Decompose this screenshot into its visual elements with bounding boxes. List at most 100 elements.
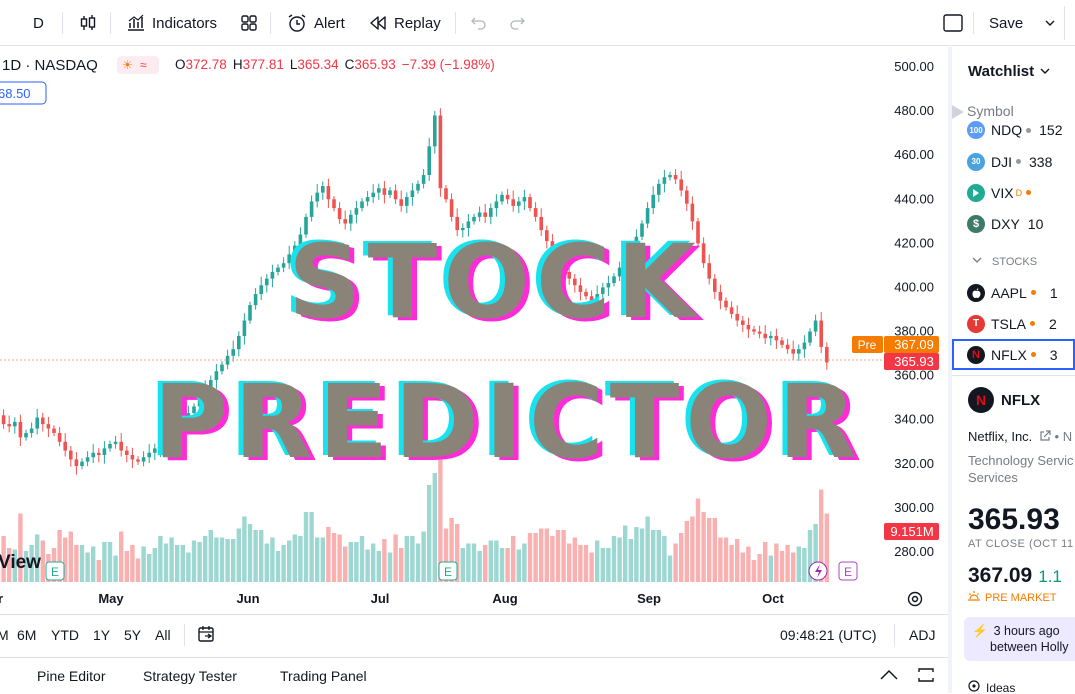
redo-button[interactable] (508, 0, 526, 46)
candle-body (91, 453, 95, 457)
alert-button[interactable]: Alert (286, 0, 345, 46)
volume-bar (584, 545, 588, 582)
indicators-button[interactable]: Indicators (126, 0, 217, 46)
earnings-marker[interactable]: E (439, 562, 457, 580)
detail-company[interactable]: Netflix, Inc. • N (968, 429, 1072, 445)
chart-type-button[interactable] (78, 0, 98, 46)
candle-body (663, 177, 667, 184)
collapse-panel-button[interactable] (879, 658, 899, 694)
range-button[interactable]: 5Y (124, 615, 141, 655)
detail-sector[interactable]: Technology Servic Services (968, 452, 1075, 486)
delayed-flag: D (1016, 188, 1023, 198)
toolbar-divider (270, 12, 271, 34)
adj-button[interactable]: ADJ (909, 615, 935, 655)
svg-text:E: E (844, 565, 852, 579)
volume-bar (477, 551, 481, 582)
volume-bar (550, 536, 554, 582)
volume-bar (802, 548, 806, 582)
layouts-button[interactable] (239, 0, 259, 46)
watchlist-row-tsla[interactable]: T TSLA 2 (952, 308, 1075, 339)
candle-body (416, 184, 420, 191)
chevron-down-icon (972, 255, 982, 268)
volume-bar (169, 538, 173, 583)
tab-strategy-tester[interactable]: Strategy Tester (143, 658, 237, 694)
news-card[interactable]: ⚡3 hours ago between Holly (964, 617, 1075, 661)
play-icon (967, 184, 985, 202)
timezone-clock[interactable]: 09:48:21 (UTC) (780, 615, 876, 655)
watchlist-row-aapl[interactable]: AAPL 1 (952, 277, 1075, 308)
watchlist-row-ndq[interactable]: 100 NDQ 152 (952, 115, 1075, 145)
price-axis[interactable]: 500.00480.00460.00440.00420.00400.00380.… (894, 59, 934, 559)
chevron-down-icon (1044, 17, 1056, 29)
replay-button[interactable]: Replay (368, 0, 441, 46)
maximize-panel-button[interactable] (916, 658, 936, 694)
candle-body (534, 208, 538, 217)
symbol-name: DJI (991, 154, 1012, 170)
tab-pine-editor[interactable]: Pine Editor (37, 658, 105, 694)
volume-bar (595, 541, 599, 583)
range-button[interactable]: 6M (17, 615, 36, 655)
volume-bar (433, 473, 437, 582)
volume-bar (125, 551, 129, 582)
earnings-marker[interactable]: E (839, 562, 857, 580)
candle-body (114, 442, 118, 444)
detail-symbol[interactable]: NFLX (1001, 392, 1040, 409)
square-icon (942, 12, 964, 34)
save-menu-button[interactable] (1044, 0, 1056, 46)
candle-body (651, 195, 655, 208)
symbol-title[interactable]: 1D · NASDAQ (2, 57, 98, 74)
ideas-link[interactable]: Ideas (968, 680, 1015, 693)
volume-bar (237, 529, 241, 583)
candle-body (528, 197, 532, 208)
fullscreen-button[interactable] (942, 0, 964, 46)
indicators-icon (126, 13, 146, 33)
candle-body (310, 201, 314, 216)
candle-body (747, 325, 751, 329)
price-chart[interactable]: 500.00480.00460.00440.00420.00400.00380.… (0, 47, 948, 613)
section-header-stocks[interactable]: STOCKS (972, 255, 1037, 268)
apple-icon (967, 284, 985, 302)
range-button[interactable]: M (0, 615, 9, 655)
goto-date-button[interactable] (196, 615, 216, 655)
pre-market-tag: Pre 367.09 (852, 336, 939, 353)
volume-bar (276, 551, 280, 582)
watchlist-row-dxy[interactable]: $ DXY 10 (952, 208, 1075, 239)
undo-button[interactable] (470, 0, 488, 46)
volume-bar (80, 545, 84, 582)
volume-bar (265, 544, 269, 583)
candle-body (691, 204, 695, 222)
volume-bar (41, 541, 45, 583)
candle-body (763, 334, 767, 338)
save-button[interactable]: Save (989, 0, 1023, 46)
range-button[interactable]: 1Y (93, 615, 110, 655)
earnings-marker[interactable]: E (46, 562, 64, 580)
watchlist-row-nflx[interactable]: N NFLX 3 (952, 339, 1075, 370)
volume-bar (528, 533, 532, 582)
volume-bar (343, 547, 347, 583)
range-button[interactable]: YTD (51, 615, 79, 655)
news-headline: between Holly (972, 639, 1075, 655)
chevron-up-icon (879, 668, 899, 685)
candle-body (814, 321, 818, 332)
gear-icon[interactable] (909, 593, 922, 606)
candle-body (478, 213, 482, 217)
candle-body (13, 422, 17, 426)
status-dot (1030, 321, 1035, 326)
watchlist-row-dji[interactable]: 30 DJI 338 (952, 146, 1075, 177)
interval-button[interactable]: D (33, 0, 44, 46)
indicators-label: Indicators (152, 15, 217, 32)
volume-bar (735, 539, 739, 582)
range-button[interactable]: All (155, 615, 171, 655)
volume-bar (186, 553, 190, 583)
candle-body (679, 179, 683, 190)
tab-trading-panel[interactable]: Trading Panel (280, 658, 367, 694)
volume-bar (203, 536, 207, 582)
price-tick-label: 420.00 (894, 235, 934, 250)
volume-bar (69, 532, 73, 583)
watchlist-title[interactable]: Watchlist (968, 63, 1050, 80)
volume-bar (780, 551, 784, 582)
lightning-marker[interactable] (809, 562, 827, 580)
